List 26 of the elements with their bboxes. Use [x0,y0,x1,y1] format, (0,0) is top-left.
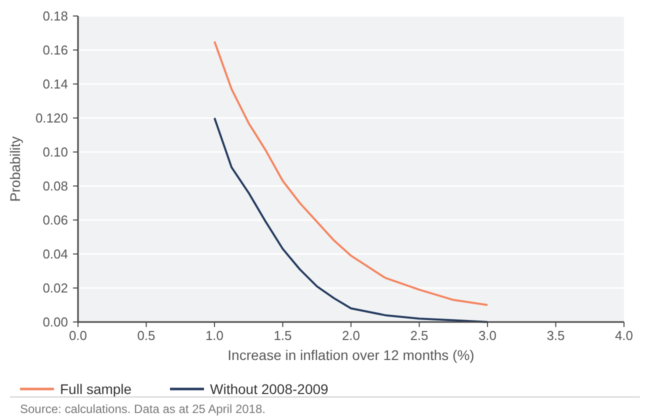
line-series [214,40,488,306]
y-tick-label: 0.14 [42,76,68,92]
y-axis-title: Probability [7,136,23,202]
legend-label: Without 2008-2009 [210,381,329,397]
y-tick-label: 0.08 [42,178,68,194]
y-tick-label: 0.18 [42,8,68,24]
y-tick-label: 0.02 [42,280,68,296]
y-tick-label: 0.10 [42,144,68,160]
legend-label: Full sample [60,381,132,397]
y-tick-label: 0.00 [42,314,68,330]
x-tick-label: 1.5 [274,328,292,343]
line-series [214,117,488,323]
x-tick-label: 4.0 [614,328,634,343]
x-tick-label: 1.0 [205,328,224,343]
x-tick-label: 2.5 [410,328,428,343]
y-tick-label: 0.04 [42,246,68,262]
x-tick-label: 3.0 [478,328,497,343]
x-tick-label: 2.0 [342,328,360,343]
x-tick-label: 0.5 [137,328,156,343]
y-tick-label: 0.06 [42,212,68,228]
x-tick-label: 0.0 [68,328,88,343]
source-note: Source: calculations. Data as at 25 April 2018. [20,402,266,416]
x-tick-label: 3.5 [546,328,565,343]
y-tick-label: 0.16 [42,42,68,58]
y-tick-label: 0.120 [35,110,68,126]
x-axis-title: Increase in inflation over 12 months (%) [228,347,474,363]
